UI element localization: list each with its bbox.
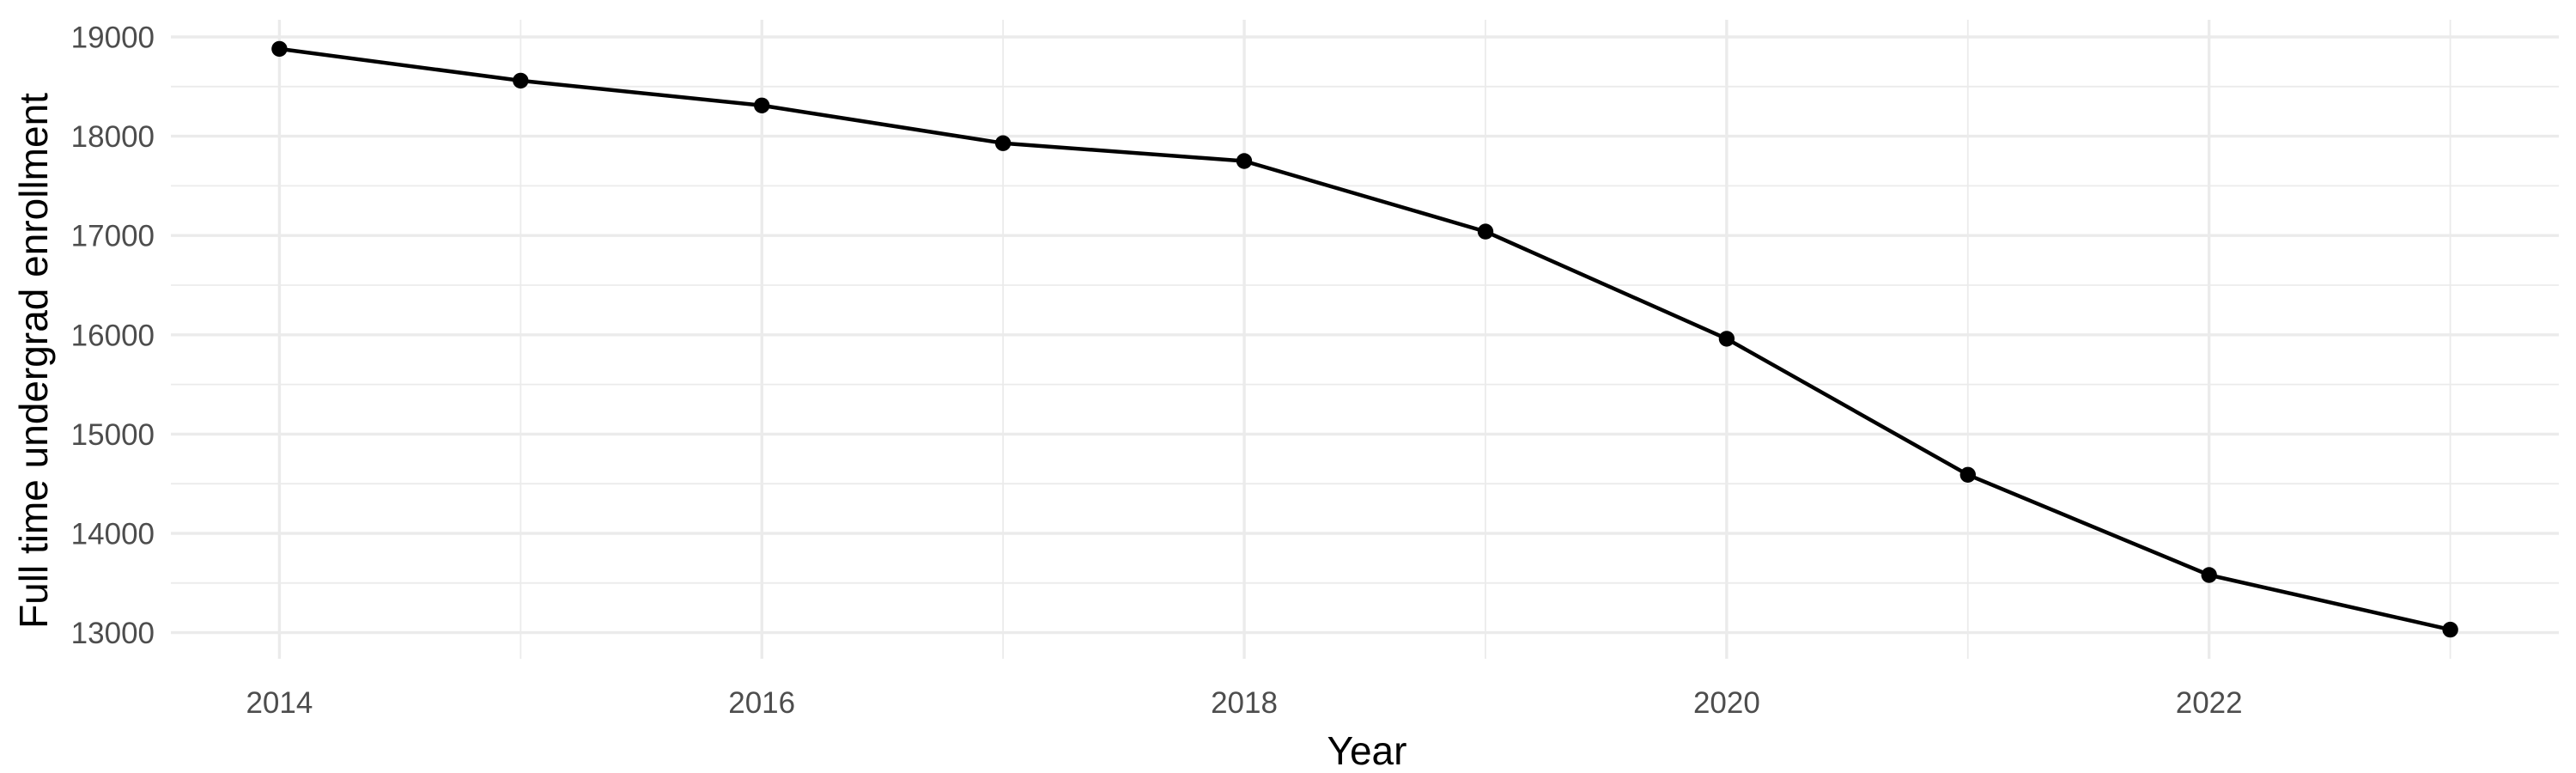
x-axis-title: Year — [1327, 728, 1407, 773]
y-tick-label-16000: 16000 — [71, 319, 155, 352]
data-point-2021 — [1959, 466, 1976, 483]
y-tick-label-15000: 15000 — [71, 418, 155, 452]
data-point-2023 — [2442, 621, 2458, 638]
minor-gridlines — [171, 20, 2559, 659]
data-point-2018 — [1236, 153, 1253, 169]
data-point-2020 — [1718, 331, 1735, 347]
data-point-2022 — [2201, 567, 2217, 583]
data-point-2015 — [513, 72, 529, 89]
data-series — [271, 40, 2458, 638]
major-gridlines — [171, 20, 2559, 659]
y-axis-tick-labels: 19000 18000 17000 16000 15000 14000 13000 — [71, 21, 155, 651]
data-point-2014 — [271, 40, 288, 58]
y-tick-label-18000: 18000 — [71, 120, 155, 154]
y-tick-label-19000: 19000 — [71, 21, 155, 55]
y-axis-title: Full time undergrad enrollment — [11, 93, 56, 629]
series-line — [277, 46, 2452, 632]
x-tick-label-2018: 2018 — [1211, 686, 1278, 720]
y-tick-label-17000: 17000 — [71, 220, 155, 253]
y-tick-label-13000: 13000 — [71, 617, 155, 650]
x-tick-label-2014: 2014 — [246, 686, 313, 720]
y-tick-label-14000: 14000 — [71, 518, 155, 551]
data-point-2017 — [994, 135, 1012, 151]
x-tick-label-2020: 2020 — [1693, 686, 1760, 720]
x-axis-tick-labels: 2014 2016 2018 2020 2022 — [246, 686, 2242, 720]
x-tick-label-2016: 2016 — [728, 686, 795, 720]
x-tick-label-2022: 2022 — [2176, 686, 2243, 720]
data-point-2016 — [754, 97, 770, 113]
data-point-2019 — [1477, 223, 1494, 240]
